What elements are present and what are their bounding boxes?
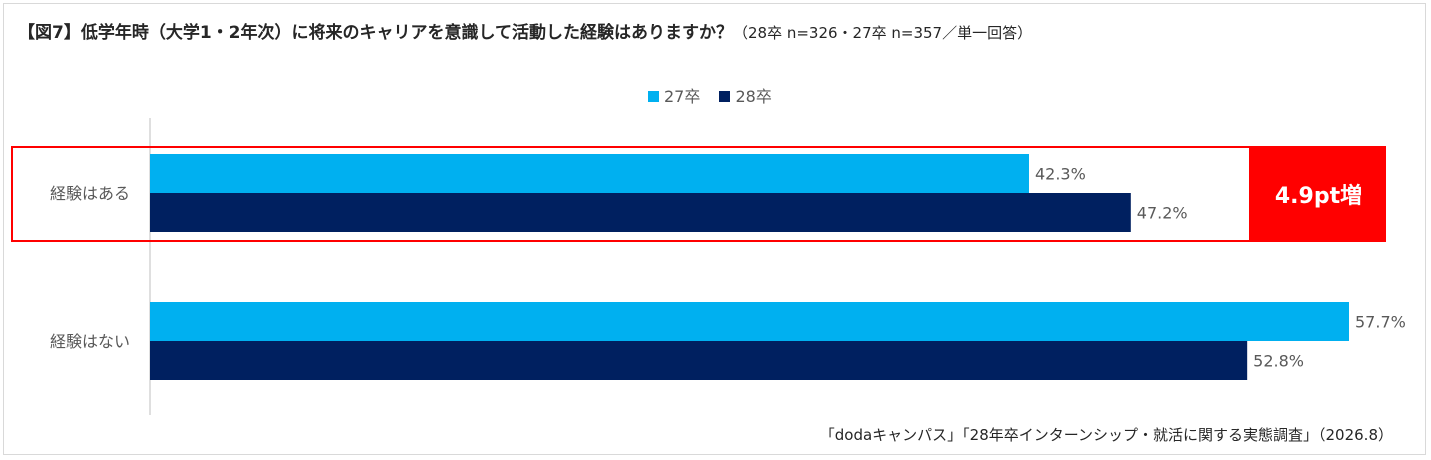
data-label: 42.3% <box>1035 165 1086 184</box>
legend-label-28: 28卒 <box>735 87 772 106</box>
legend-swatch-28 <box>719 91 731 102</box>
bar-28-no <box>150 341 1248 380</box>
data-label: 47.2% <box>1137 204 1188 223</box>
legend-label-27: 27卒 <box>664 87 701 106</box>
difference-callout: 4.9pt増 <box>1251 146 1386 242</box>
bar-27-yes <box>150 154 1029 193</box>
bar-27-no <box>150 302 1349 341</box>
data-label: 52.8% <box>1253 352 1304 371</box>
data-label: 57.7% <box>1355 313 1406 332</box>
highlight-box <box>11 146 1251 242</box>
legend: 27卒 28卒 <box>648 83 786 107</box>
legend-swatch-27 <box>648 91 659 102</box>
title-sub: （28卒 n=326・27卒 n=357／単一回答） <box>732 24 1033 42</box>
legend-item-27: 27卒 <box>648 83 700 107</box>
chart-frame <box>3 3 1426 455</box>
legend-item-28: 28卒 <box>719 83 772 107</box>
source-note: 「dodaキャンパス」「28年卒インターンシップ・就活に関する実態調査」（202… <box>819 426 1393 444</box>
title-main: 【図7】低学年時（大学1・2年次）に将来のキャリアを意識して活動した経験はありま… <box>18 23 733 43</box>
bar-28-yes <box>150 193 1131 232</box>
category-label: 経験はない <box>50 332 130 351</box>
chart-title: 【図7】低学年時（大学1・2年次）に将来のキャリアを意識して活動した経験はありま… <box>18 18 1032 43</box>
category-label: 経験はある <box>50 184 130 203</box>
